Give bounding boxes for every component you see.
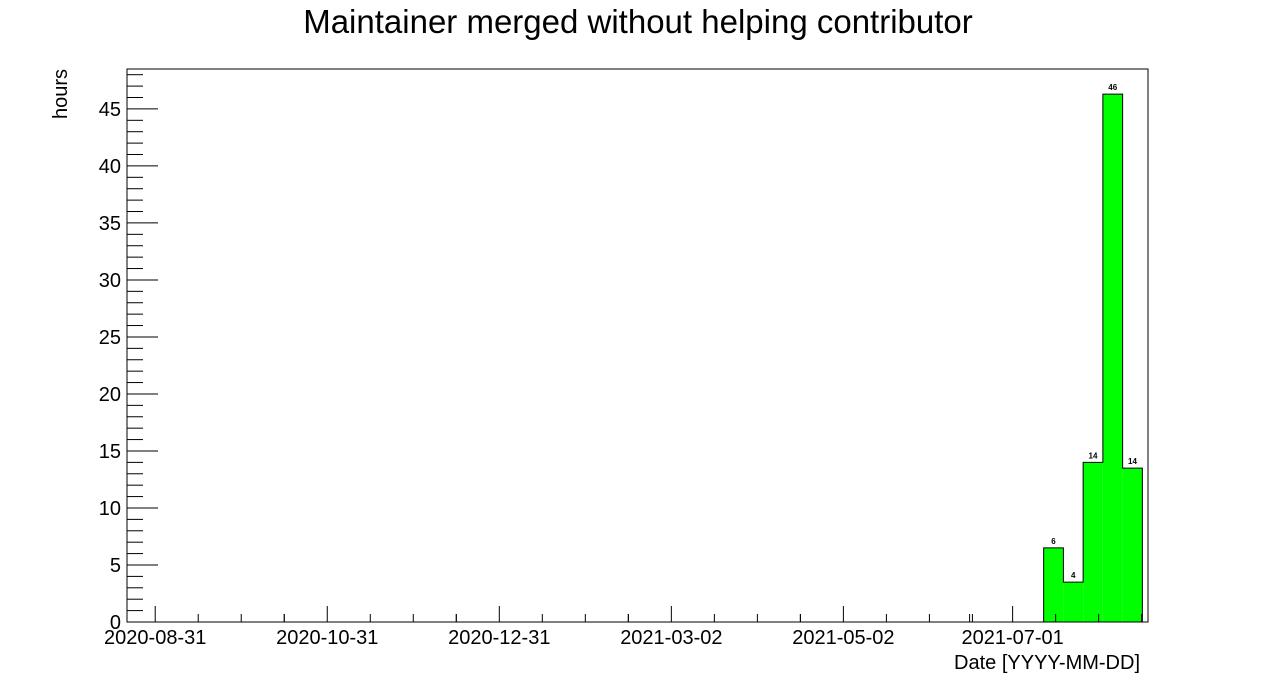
histogram-bar <box>1043 547 1064 622</box>
y-tick-label: 5 <box>110 555 121 577</box>
y-tick-label: 25 <box>99 327 121 349</box>
data-label: 4 <box>1071 571 1076 580</box>
histogram-bar <box>1063 582 1084 622</box>
x-axis: 2020-08-31 2020-10-31 2020-12-31 2021-03-02… <box>104 606 1143 649</box>
histogram-outline <box>1043 93 1143 622</box>
y-axis-title: hours <box>50 69 72 119</box>
data-label: 14 <box>1128 457 1137 466</box>
y-axis: 0 5 10 15 20 25 30 35 40 45 <box>99 74 158 634</box>
y-tick-label: 20 <box>99 384 121 406</box>
x-tick-label: 2021-07-01 <box>961 627 1063 649</box>
data-label: 46 <box>1108 83 1117 92</box>
x-tick-label: 2020-12-31 <box>448 627 550 649</box>
y-tick-label: 45 <box>99 99 121 121</box>
data-label: 6 <box>1051 537 1056 546</box>
histogram-bar <box>1102 94 1123 622</box>
plot-frame <box>126 68 1149 623</box>
y-tick-label: 10 <box>99 498 121 520</box>
x-tick-label: 2020-08-31 <box>104 627 206 649</box>
histogram-bar <box>1083 462 1103 622</box>
y-tick-label: 15 <box>99 441 121 463</box>
x-tick-label: 2021-05-02 <box>792 627 894 649</box>
data-labels-layer: 6 4 14 46 14 <box>1051 83 1137 580</box>
data-label: 14 <box>1089 451 1098 460</box>
y-tick-label: 40 <box>99 156 121 178</box>
chart-title: Maintainer merged without helping contri… <box>303 3 973 40</box>
y-tick-label: 0 <box>110 612 121 634</box>
y-tick-label: 35 <box>99 213 121 235</box>
x-tick-label: 2021-03-02 <box>620 627 722 649</box>
x-axis-title: Date [YYYY-MM-DD] <box>954 652 1140 674</box>
y-tick-label: 30 <box>99 270 121 292</box>
histogram-bar <box>1122 468 1143 622</box>
bars-layer <box>1043 93 1143 622</box>
x-tick-label: 2020-10-31 <box>276 627 378 649</box>
